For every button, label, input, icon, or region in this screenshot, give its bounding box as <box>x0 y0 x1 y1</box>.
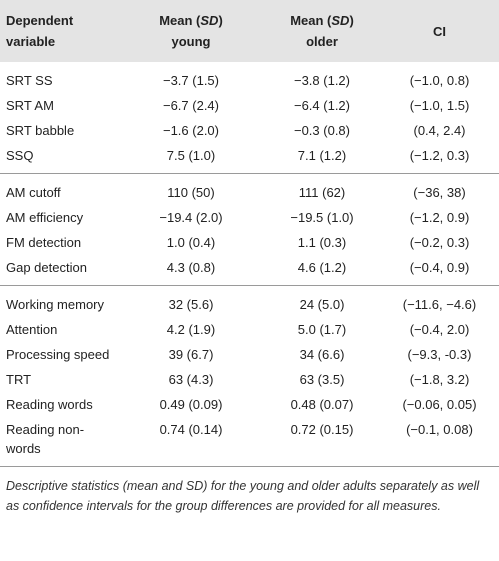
table-cell: (−36, 38) <box>413 185 466 200</box>
table-cell: (−0.1, 0.08) <box>380 417 499 467</box>
table-cell: (−0.4, 0.9) <box>380 255 499 286</box>
header-subtext: older <box>306 34 338 49</box>
caption: Descriptive statistics (mean and SD) for… <box>6 479 480 513</box>
table-cell: −19.5 (1.0) <box>290 210 354 225</box>
table-cell: (−1.0, 1.5) <box>409 98 470 113</box>
table-cell: (−9.3, -0.3) <box>407 347 472 362</box>
header-text: Mean ( <box>290 13 332 28</box>
table-cell: 4.6 (1.2) <box>264 255 380 286</box>
table-row: SSQ 7.5 (1.0) 7.1 (1.2) (−1.2, 0.3) <box>0 143 499 174</box>
table-cell: Attention <box>6 322 58 337</box>
table-row: Working memory 32 (5.6) 24 (5.0) (−11.6, −4… <box>0 286 499 318</box>
table-cell: AM efficiency <box>6 210 84 225</box>
table-cell: 110 (50) <box>167 185 215 200</box>
table-cell: 5.0 (1.7) <box>297 322 347 337</box>
table-cell: (−11.6, −4.6) <box>402 297 477 312</box>
table-cell: Reading words <box>6 397 93 412</box>
table-cell: 7.5 (1.0) <box>118 143 264 174</box>
table-cell: 0.48 (0.07) <box>290 397 354 412</box>
table-cell: 0.49 (0.09) <box>159 397 223 412</box>
table-row: AM efficiency −19.4 (2.0) −19.5 (1.0) (−1.2… <box>0 205 499 230</box>
header-subtext: young <box>171 34 211 49</box>
table-row: AM cutoff 110 (50) 111 (62) (−36, 38) <box>0 174 499 206</box>
table-cell: Processing speed <box>6 347 110 362</box>
table-cell: TRT <box>6 372 32 387</box>
table-cell: −1.6 (2.0) <box>162 123 219 138</box>
table-cell: 32 (5.6) <box>168 297 214 312</box>
table-cell: (−1.0, 0.8) <box>409 73 470 88</box>
table-cell: (−1.2, 0.3) <box>380 143 499 174</box>
table-cell: (−1.2, 0.9) <box>409 210 470 225</box>
table-cell: −0.3 (0.8) <box>293 123 350 138</box>
table-row: SRT SS −3.7 (1.5) −3.8 (1.2) (−1.0, 0.8) <box>0 62 499 93</box>
table-cell: 34 (6.6) <box>299 347 345 362</box>
table-row: SRT babble −1.6 (2.0) −0.3 (0.8) (0.4, 2.4) <box>0 118 499 143</box>
table-cell: 0.72 (0.15) <box>264 417 380 467</box>
table-cell: 24 (5.0) <box>299 297 345 312</box>
header-cell: Mean (SD) older <box>264 0 380 62</box>
table-cell: 63 (3.5) <box>299 372 345 387</box>
header-cell: Dependent variable <box>0 0 118 62</box>
table-cell: −3.8 (1.2) <box>293 73 350 88</box>
table-cell: (−0.4, 2.0) <box>409 322 470 337</box>
header-cell: CI <box>380 0 499 62</box>
table-cell: AM cutoff <box>6 185 61 200</box>
table-cell: SRT babble <box>6 123 75 138</box>
header-text: CI <box>433 23 446 39</box>
table-cell: 4.2 (1.9) <box>166 322 216 337</box>
table-cell: (−0.06, 0.05) <box>402 397 477 412</box>
table-cell: 7.1 (1.2) <box>264 143 380 174</box>
table-row: Attention 4.2 (1.9) 5.0 (1.7) (−0.4, 2.0) <box>0 317 499 342</box>
table-cell: 39 (6.7) <box>168 347 214 362</box>
data-table: Dependent variable Mean (SD) young Mean (SD… <box>0 0 499 467</box>
table-cell: 4.3 (0.8) <box>118 255 264 286</box>
table-cell: (−0.2, 0.3) <box>409 235 470 250</box>
header-cell: Mean (SD) young <box>118 0 264 62</box>
table-row: Reading words 0.49 (0.09) 0.48 (0.07) (−0.0… <box>0 392 499 417</box>
header-text: ) <box>218 13 223 28</box>
table-cell: −6.7 (2.4) <box>162 98 219 113</box>
table-cell: 1.1 (0.3) <box>297 235 347 250</box>
table-row: SRT AM −6.7 (2.4) −6.4 (1.2) (−1.0, 1.5) <box>0 93 499 118</box>
table-cell: 111 (62) <box>298 185 346 200</box>
header-text: Mean ( <box>159 13 201 28</box>
table-cell: 0.74 (0.14) <box>118 417 264 467</box>
table-cell: SRT SS <box>6 73 53 88</box>
table-body: SRT SS −3.7 (1.5) −3.8 (1.2) (−1.0, 0.8) SRT… <box>0 62 499 467</box>
table-cell: (0.4, 2.4) <box>413 123 466 138</box>
table-cell: (−1.8, 3.2) <box>409 372 470 387</box>
header-row: Dependent variable Mean (SD) young Mean (SD… <box>0 0 499 62</box>
table-row: FM detection 1.0 (0.4) 1.1 (0.3) (−0.2, 0.3… <box>0 230 499 255</box>
table-row: Reading non-words 0.74 (0.14) 0.72 (0.15)(… <box>0 417 499 467</box>
table-cell: Working memory <box>6 297 105 312</box>
table-cell: FM detection <box>6 235 82 250</box>
header-italic: SD <box>200 13 219 28</box>
header-text: Dependent variable <box>6 13 74 49</box>
table-cell: −6.4 (1.2) <box>293 98 350 113</box>
table-cell: −19.4 (2.0) <box>159 210 223 225</box>
table-cell: Gap detection <box>0 255 118 286</box>
table-cell: 63 (4.3) <box>168 372 214 387</box>
table-cell: −3.7 (1.5) <box>162 73 219 88</box>
table-cell: SRT AM <box>6 98 54 113</box>
table-cell: Reading non-words <box>0 417 118 467</box>
header-italic: SD <box>331 13 350 28</box>
table-row: TRT 63 (4.3) 63 (3.5) (−1.8, 3.2) <box>0 367 499 392</box>
table-row: Processing speed 39 (6.7) 34 (6.6) (−9.3, -… <box>0 342 499 367</box>
table-cell: SSQ <box>0 143 118 174</box>
table-row: Gap detection 4.3 (0.8) 4.6 (1.2) (−0.4, 0.… <box>0 255 499 286</box>
header-text: ) <box>349 13 354 28</box>
table-cell: 1.0 (0.4) <box>166 235 216 250</box>
